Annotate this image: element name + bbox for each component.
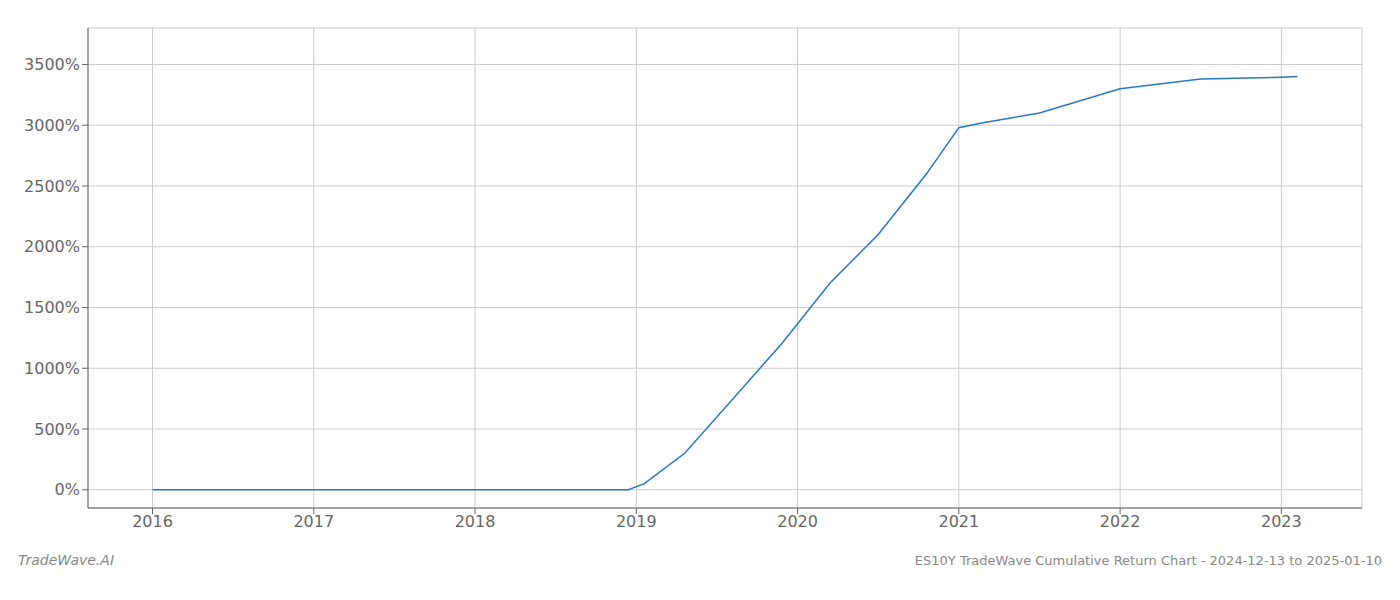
svg-text:2016: 2016 (132, 512, 173, 531)
svg-text:2022: 2022 (1100, 512, 1141, 531)
svg-text:2000%: 2000% (24, 237, 80, 256)
svg-text:3500%: 3500% (24, 55, 80, 74)
svg-text:1000%: 1000% (24, 359, 80, 378)
svg-text:2023: 2023 (1261, 512, 1302, 531)
svg-text:1500%: 1500% (24, 298, 80, 317)
svg-text:2018: 2018 (455, 512, 496, 531)
svg-text:2021: 2021 (938, 512, 979, 531)
svg-text:3000%: 3000% (24, 116, 80, 135)
svg-text:2019: 2019 (616, 512, 657, 531)
html-text:TradeWave.AI: TradeWave.AI (18, 552, 114, 568)
svg-text:500%: 500% (34, 420, 80, 439)
svg-text:2017: 2017 (293, 512, 334, 531)
html-text:ES10Y TradeWave Cumulative Ret: ES10Y TradeWave Cumulative Return Chart … (914, 553, 1382, 568)
svg-text:2500%: 2500% (24, 177, 80, 196)
svg-text:2020: 2020 (777, 512, 818, 531)
svg-text:0%: 0% (55, 480, 80, 499)
